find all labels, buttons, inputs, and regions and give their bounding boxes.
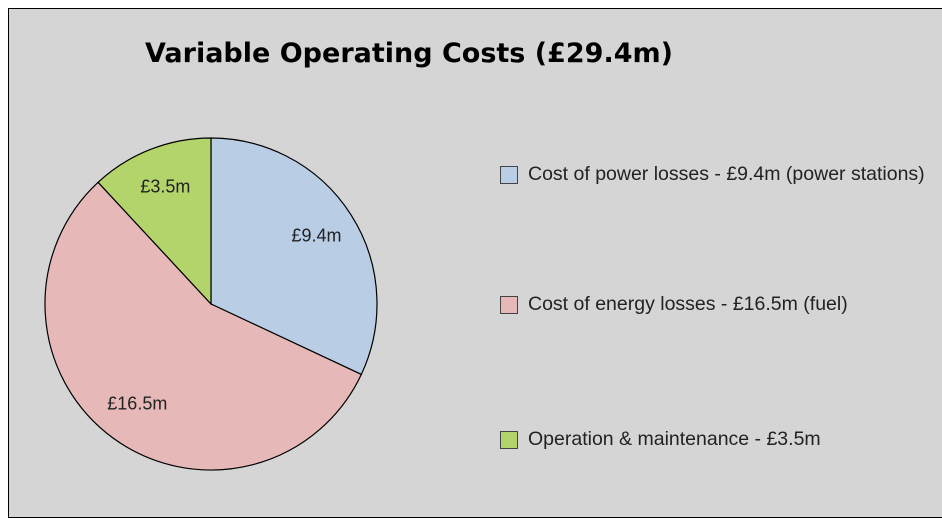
legend-label: Cost of energy losses - £16.5m (fuel) — [528, 293, 848, 315]
legend-swatch — [500, 431, 518, 449]
pie-slice — [97, 137, 212, 306]
slice-label: £16.5m — [107, 394, 167, 414]
legend-item: Operation & maintenance - £3.5m — [500, 428, 933, 451]
chart-title: Variable Operating Costs (£29.4m) — [145, 38, 673, 69]
pie-slice — [210, 137, 378, 376]
legend-item: Cost of energy losses - £16.5m (fuel) — [500, 293, 933, 316]
slice-label: £3.5m — [140, 176, 190, 196]
legend-label: Operation & maintenance - £3.5m — [528, 428, 821, 450]
slice-label: £9.4m — [291, 226, 341, 246]
pie-slice — [44, 181, 363, 471]
legend-swatch — [500, 166, 518, 184]
legend-item: Cost of power losses - £9.4m (power stat… — [500, 163, 933, 186]
legend-swatch — [500, 296, 518, 314]
legend-label: Cost of power losses - £9.4m (power stat… — [528, 163, 925, 185]
